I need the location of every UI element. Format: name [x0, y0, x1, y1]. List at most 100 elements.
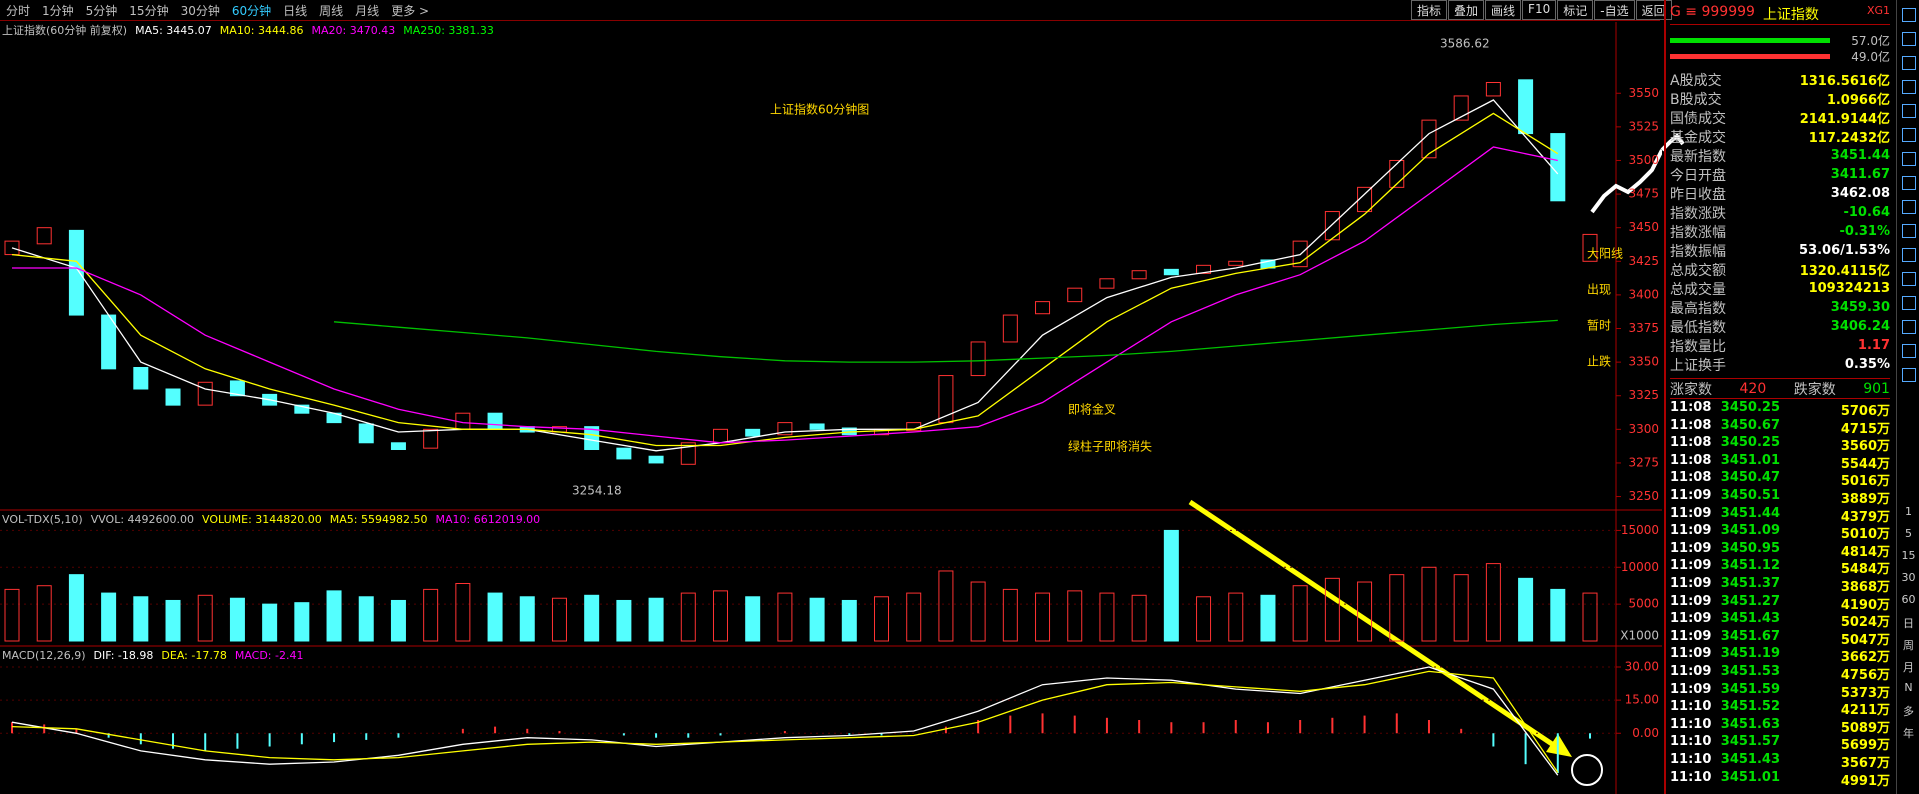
trade-price: 3450.95 [1720, 540, 1780, 556]
volume-bar [616, 599, 632, 642]
trade-price: 3451.53 [1720, 664, 1780, 679]
trade-row: 11:09 3451.44 4379万 [1670, 506, 1890, 525]
info-label: 指数涨幅 [1670, 224, 1726, 241]
y-tick-label: 3550 [1628, 86, 1659, 100]
volume-bar [1099, 592, 1115, 642]
button[interactable]: -自选 [1594, 0, 1635, 20]
line [11, 670, 1559, 773]
icon [1902, 56, 1916, 70]
period-button[interactable]: N [1904, 681, 1913, 694]
candle [1002, 314, 1018, 343]
trade-time: 11:09 [1670, 558, 1712, 574]
info-label: A股成交 [1670, 72, 1722, 89]
trade-volume: 3567万 [1840, 756, 1890, 771]
period-button[interactable]: 年 [1903, 727, 1914, 740]
trade-time: 11:09 [1670, 593, 1712, 609]
period-button[interactable]: 周 [1903, 639, 1914, 652]
volume-bar [809, 597, 825, 642]
trade-volume: 4715万 [1840, 421, 1890, 437]
indicator-header: 上证指数(60分钟 前复权) MA5: 3445.07 MA10: 3444.86 M… [2, 22, 502, 38]
info-label: 指数涨跌 [1670, 205, 1726, 222]
info-value: 1.17 [1857, 338, 1890, 353]
button[interactable]: 返回 [1635, 0, 1672, 20]
volume-bar [584, 594, 600, 642]
trade-volume: 5016万 [1840, 474, 1890, 490]
candle [487, 412, 503, 430]
period-button[interactable]: 15 [1901, 549, 1916, 562]
bar [1670, 38, 1830, 43]
max-label: 3586.62 [1440, 37, 1490, 51]
info-row: 基金成交 117.2432亿 [1670, 127, 1890, 147]
trade-time: 11:09 [1670, 646, 1712, 662]
icon [1902, 176, 1916, 190]
trade-price: 3451.52 [1720, 699, 1780, 715]
trade-volume: 5024万 [1840, 615, 1890, 631]
candle [390, 442, 406, 451]
tab[interactable]: 30分钟 [180, 3, 220, 18]
tab[interactable]: 月线 [355, 3, 380, 18]
info-label: 基金成交 [1670, 129, 1726, 146]
tab[interactable]: 周线 [319, 3, 344, 18]
trade-time: 11:10 [1670, 769, 1712, 785]
y-tick-label: 3300 [1628, 422, 1659, 436]
trade-time: 11:10 [1670, 699, 1712, 715]
tab[interactable]: 分时 [6, 3, 31, 18]
trade-volume: 5544万 [1840, 456, 1890, 472]
y-tick-label: 15000 [1621, 523, 1659, 537]
period-button[interactable]: 30 [1901, 571, 1916, 584]
tab[interactable]: 1分钟 [42, 3, 74, 18]
trade-row: 11:09 3451.09 5010万 [1670, 523, 1890, 542]
indicator-header: MACD(12,26,9) DIF: -18.98 DEA: -17.78 MACD:… [2, 649, 311, 662]
button[interactable]: 画线 [1485, 0, 1522, 20]
candle [1196, 264, 1212, 274]
tab[interactable]: 更多 > [391, 3, 430, 18]
info-label: 最新指数 [1670, 148, 1726, 165]
scribble [1590, 149, 1662, 214]
volume-bar [294, 602, 310, 642]
info-label: 上证换手 [1670, 357, 1726, 374]
volume-bar [745, 596, 761, 642]
period-button[interactable]: 日 [1903, 617, 1914, 630]
trade-time: 11:08 [1670, 470, 1712, 486]
line [11, 99, 1559, 452]
y-tick-label: 3400 [1628, 287, 1659, 301]
period-button[interactable]: 60 [1901, 593, 1916, 606]
tab[interactable]: 60分钟 [231, 3, 272, 18]
y-tick-label: 10000 [1621, 560, 1659, 574]
candle [809, 423, 825, 430]
info-row: 指数振幅 53.06/1.53% [1670, 241, 1890, 260]
annotation: 即将金叉 [1068, 402, 1116, 417]
candle [133, 366, 149, 390]
period-button[interactable]: 5 [1905, 527, 1912, 540]
tab[interactable]: 5分钟 [85, 3, 118, 18]
info-value: 117.2432亿 [1808, 131, 1890, 146]
volume-bar [358, 596, 374, 642]
icon [1902, 32, 1916, 46]
trade-volume: 4379万 [1840, 509, 1890, 525]
volume-bar [1002, 588, 1018, 642]
trade-row: 11:09 3451.12 5484万 [1670, 558, 1890, 577]
info-label: 指数振幅 [1670, 243, 1726, 260]
header-item: DIF: -18.98 [93, 649, 154, 662]
min-label: 3254.18 [572, 483, 622, 497]
trade-volume: 3868万 [1840, 580, 1890, 595]
period-button[interactable]: 月 [1903, 661, 1914, 674]
tab[interactable]: 15分钟 [129, 3, 169, 18]
period-button[interactable]: 1 [1905, 505, 1912, 518]
button[interactable]: 标记 [1557, 0, 1594, 20]
volume-bar [229, 597, 245, 642]
info-value: 3406.24 [1830, 319, 1890, 334]
button[interactable]: 指标 [1411, 0, 1448, 20]
period-button[interactable]: 多 [1903, 705, 1914, 718]
volume-bar [1518, 577, 1534, 642]
candle [1453, 95, 1469, 121]
info-value: 1320.4115亿 [1799, 264, 1890, 279]
candle [745, 428, 761, 437]
button[interactable]: F10 [1522, 0, 1557, 20]
candle [423, 428, 439, 449]
volume-bar [423, 588, 439, 642]
candle [1582, 233, 1598, 262]
candle [1324, 211, 1340, 241]
button[interactable]: 叠加 [1448, 0, 1485, 20]
tab[interactable]: 日线 [283, 3, 308, 18]
